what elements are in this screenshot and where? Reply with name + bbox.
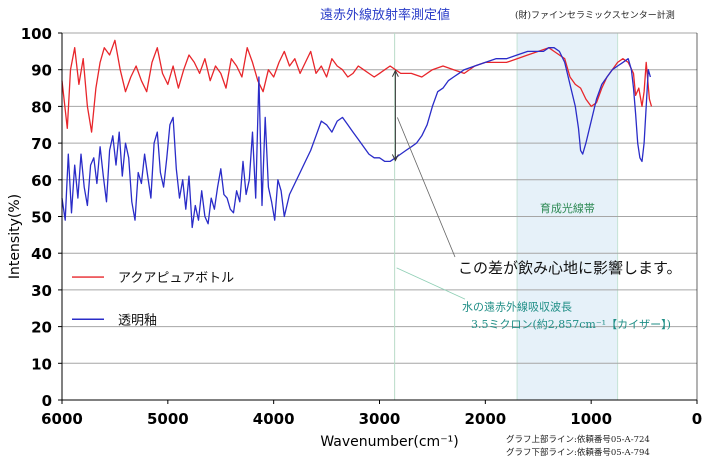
y-tick-label: 60 [31,172,52,190]
y-tick-label: 10 [31,355,52,373]
x-tick-label: 4000 [253,410,295,428]
footnote-upper-line: グラフ上部ライン:依頼番号05-A-724 [506,435,650,445]
footnote-lower-line: グラフ下部ライン:依頼番号05-A-794 [506,448,650,458]
source-note: (財)ファインセラミックスセンター計測 [515,11,675,21]
y-tick-label: 0 [42,392,52,410]
x-tick-label: 5000 [147,410,189,428]
y-tick-label: 20 [31,319,52,337]
x-axis-label: Wavenumber(cm⁻¹) [320,434,458,450]
x-tick-label: 1000 [570,410,612,428]
series-line-aquapure-bottle [61,39,653,133]
x-tick-label: 2000 [464,410,506,428]
y-tick-label: 30 [31,282,52,300]
y-tick-label: 50 [31,209,52,227]
page-title: 遠赤外線放射率測定値 [320,8,451,23]
legend-label-clear-glaze: 透明釉 [118,313,157,328]
y-axis-label: Intensity(%) [7,194,23,279]
difference-label: この差が飲み心地に影響します。 [458,259,682,277]
y-tick-label: 100 [21,25,52,43]
y-tick-label: 90 [31,62,52,80]
y-tick-label: 40 [31,245,52,263]
difference-arrow-head-bottom [391,154,399,162]
x-tick-label: 3000 [359,410,401,428]
difference-arrow-head-top [391,69,399,77]
x-tick-label: 6000 [41,410,83,428]
series-line-clear-glaze [61,47,652,229]
legend-label-aquapure-bottle: アクアピュアボトル [118,271,234,286]
x-tick-label: 0 [692,410,702,428]
water-label-leader [396,267,466,300]
growth-ray-band-label: 育成光線帯 [540,201,595,215]
water-wavelength-label: 3.5ミクロン(約2,857cm⁻¹【カイザー】) [471,317,671,331]
water-absorption-label: 水の遠赤外線吸収波長 [462,299,572,313]
difference-leader-line [397,117,456,258]
y-tick-label: 80 [31,98,52,116]
y-tick-label: 70 [31,135,52,153]
